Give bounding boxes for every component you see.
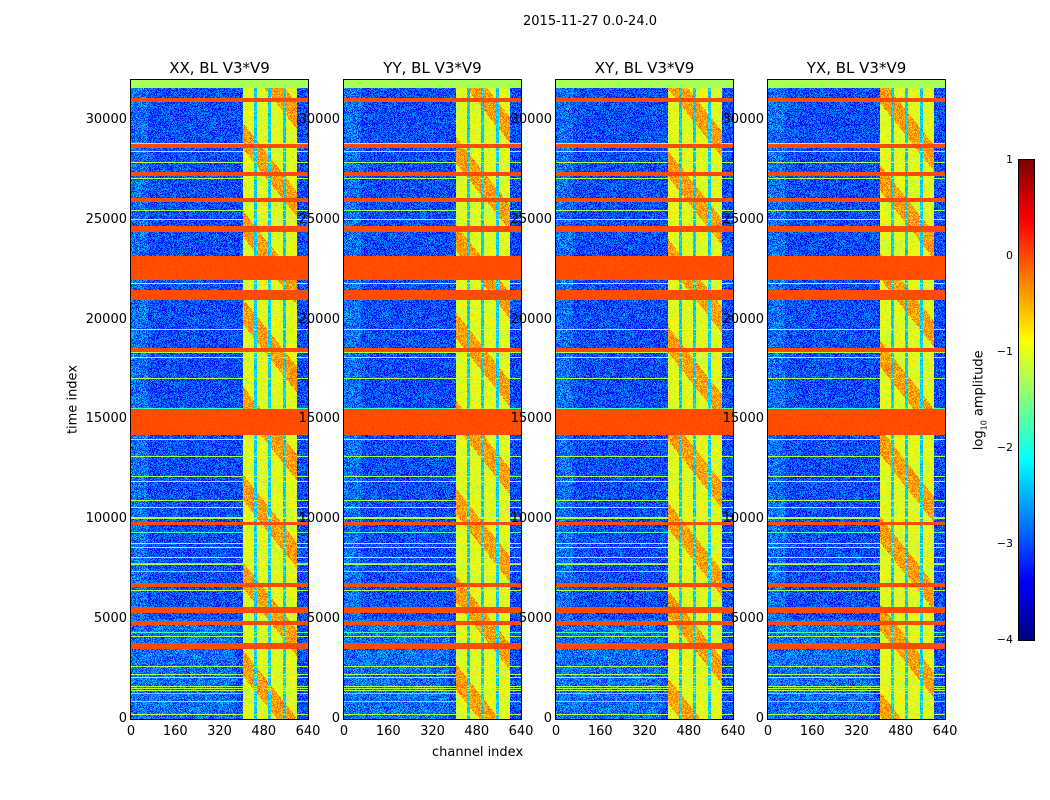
colorbar-label: log10 amplitude xyxy=(972,345,989,455)
y-tick-label: 10000 xyxy=(85,511,127,527)
x-tick-label: 320 xyxy=(420,724,445,739)
colorbar-tick-label: −4 xyxy=(996,633,1013,646)
y-tick-label: 30000 xyxy=(722,111,764,127)
y-tick-label: 30000 xyxy=(298,111,340,127)
x-tick-label: 480 xyxy=(676,724,702,739)
y-tick-label: 30000 xyxy=(85,111,127,127)
y-tick-label: 20000 xyxy=(298,311,340,327)
colorbar-label-sub: 10 xyxy=(979,420,989,431)
x-tick-label: 480 xyxy=(888,724,914,739)
y-tick-label: 0 xyxy=(755,711,764,726)
y-axis-label: time index xyxy=(65,364,81,435)
y-tick-label: 25000 xyxy=(510,211,552,227)
x-tick-label: 320 xyxy=(844,724,869,739)
x-tick-label: 0 xyxy=(126,724,136,739)
y-tick-label: 25000 xyxy=(722,211,764,227)
y-tick-label: 15000 xyxy=(85,411,127,427)
colorbar-label-suffix: amplitude xyxy=(971,350,987,421)
y-tick-label: 25000 xyxy=(298,211,340,227)
y-tick-label: 5000 xyxy=(518,611,552,627)
x-tick-label: 160 xyxy=(375,724,401,739)
heatmap-yx xyxy=(767,79,946,720)
x-tick-label: 320 xyxy=(207,724,232,739)
colorbar-tick-label: −2 xyxy=(996,441,1013,454)
y-tick-label: 20000 xyxy=(510,311,552,327)
y-tick-label: 30000 xyxy=(510,111,552,127)
x-tick-label: 640 xyxy=(295,724,321,739)
panel-title-yy: YY, BL V3*V9 xyxy=(383,59,482,77)
colorbar-tick-label: 0 xyxy=(1006,249,1013,262)
y-tick-label: 20000 xyxy=(85,311,127,327)
colorbar-tick-label: −3 xyxy=(996,537,1013,550)
y-tick-label: 10000 xyxy=(510,511,552,527)
x-tick-label: 640 xyxy=(508,724,534,739)
y-tick-label: 0 xyxy=(543,711,552,726)
heatmap-yy xyxy=(343,79,522,720)
y-tick-label: 0 xyxy=(331,711,340,726)
x-tick-label: 640 xyxy=(720,724,746,739)
x-tick-label: 480 xyxy=(251,724,277,739)
x-tick-label: 480 xyxy=(464,724,490,739)
panel-title-yx: YX, BL V3*V9 xyxy=(806,59,907,77)
colorbar-tick-label: −1 xyxy=(996,345,1013,358)
y-tick-label: 5000 xyxy=(306,611,340,627)
y-tick-label: 15000 xyxy=(298,411,340,427)
x-tick-label: 320 xyxy=(632,724,657,739)
y-tick-label: 10000 xyxy=(722,511,764,527)
y-tick-label: 5000 xyxy=(93,611,127,627)
colorbar xyxy=(1018,159,1035,641)
x-tick-label: 0 xyxy=(763,724,773,739)
panel-title-xy: XY, BL V3*V9 xyxy=(594,59,695,77)
panel-title-xx: XX, BL V3*V9 xyxy=(169,59,270,77)
y-tick-label: 10000 xyxy=(298,511,340,527)
x-tick-label: 640 xyxy=(932,724,958,739)
x-tick-label: 160 xyxy=(162,724,188,739)
y-tick-label: 20000 xyxy=(722,311,764,327)
x-tick-label: 0 xyxy=(551,724,561,739)
y-tick-label: 15000 xyxy=(510,411,552,427)
y-tick-label: 25000 xyxy=(85,211,127,227)
heatmap-xy xyxy=(555,79,734,720)
x-axis-label: channel index xyxy=(432,745,524,760)
x-tick-label: 160 xyxy=(587,724,613,739)
y-tick-label: 5000 xyxy=(730,611,764,627)
figure-title: 2015-11-27 0.0-24.0 xyxy=(523,14,657,29)
y-tick-label: 15000 xyxy=(722,411,764,427)
x-tick-label: 160 xyxy=(799,724,825,739)
colorbar-tick-label: 1 xyxy=(1006,153,1013,166)
x-tick-label: 0 xyxy=(339,724,349,739)
y-tick-label: 0 xyxy=(118,711,127,726)
heatmap-xx xyxy=(130,79,309,720)
colorbar-label-prefix: log xyxy=(971,430,987,451)
